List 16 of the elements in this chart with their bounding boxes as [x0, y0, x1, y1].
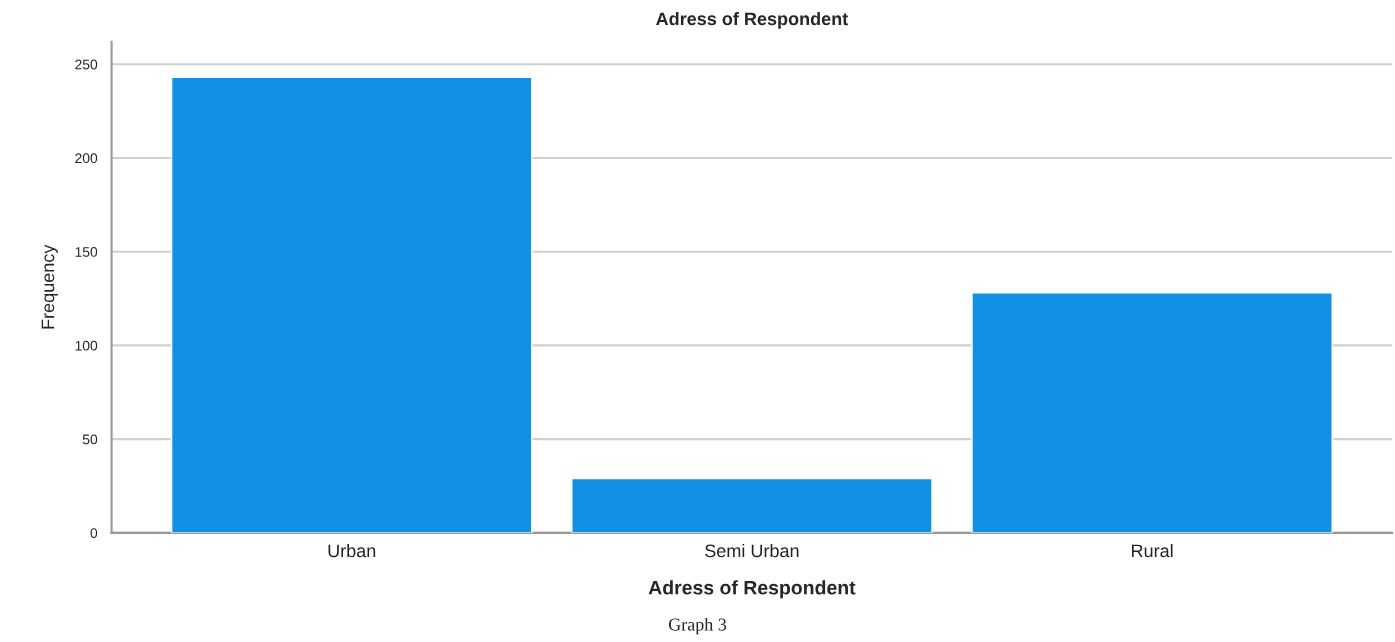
- caption: Graph 3: [668, 617, 727, 635]
- y-tick-label: 200: [75, 153, 98, 164]
- x-tick-label: Semi Urban: [705, 543, 799, 558]
- y-tick-label: 50: [82, 434, 98, 445]
- x-axis-title: Adress of Respondent: [648, 580, 856, 599]
- y-axis-title: Frequency: [41, 244, 58, 329]
- y-tick-label: 150: [75, 247, 98, 257]
- chart-title: Adress of Respondent: [656, 11, 848, 29]
- bar: [971, 292, 1333, 533]
- x-tick-label: Rural: [1132, 543, 1173, 558]
- x-tick-label: Urban: [328, 543, 376, 558]
- y-tick-label: 0: [90, 528, 98, 539]
- bar: [170, 76, 533, 533]
- bar: [571, 477, 933, 533]
- y-tick-label: 100: [75, 340, 98, 351]
- y-tick-label: 250: [75, 59, 98, 70]
